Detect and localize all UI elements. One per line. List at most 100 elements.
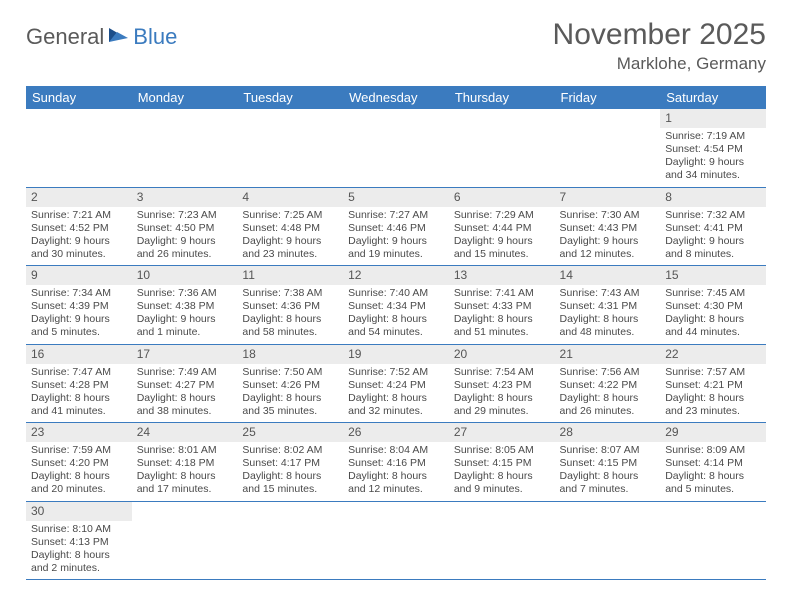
day-number: 18 <box>237 345 343 364</box>
day-number: 14 <box>555 266 661 285</box>
day-number: 7 <box>555 188 661 207</box>
day-number: 1 <box>660 109 766 128</box>
day-details: Sunrise: 7:52 AMSunset: 4:24 PMDaylight:… <box>343 364 449 423</box>
day-number: 21 <box>555 345 661 364</box>
calendar-cell: 29Sunrise: 8:09 AMSunset: 4:14 PMDayligh… <box>660 423 766 502</box>
day-details: Sunrise: 7:34 AMSunset: 4:39 PMDaylight:… <box>26 285 132 344</box>
calendar-cell <box>555 501 661 580</box>
day-details: Sunrise: 7:32 AMSunset: 4:41 PMDaylight:… <box>660 207 766 266</box>
day-number: 15 <box>660 266 766 285</box>
calendar-cell: 6Sunrise: 7:29 AMSunset: 4:44 PMDaylight… <box>449 187 555 266</box>
day-details: Sunrise: 7:36 AMSunset: 4:38 PMDaylight:… <box>132 285 238 344</box>
day-number: 24 <box>132 423 238 442</box>
day-number: 16 <box>26 345 132 364</box>
calendar-cell: 4Sunrise: 7:25 AMSunset: 4:48 PMDaylight… <box>237 187 343 266</box>
calendar-cell: 23Sunrise: 7:59 AMSunset: 4:20 PMDayligh… <box>26 423 132 502</box>
day-number: 12 <box>343 266 449 285</box>
day-number: 2 <box>26 188 132 207</box>
day-details: Sunrise: 8:07 AMSunset: 4:15 PMDaylight:… <box>555 442 661 501</box>
weekday-header: Tuesday <box>237 86 343 109</box>
day-details: Sunrise: 8:10 AMSunset: 4:13 PMDaylight:… <box>26 521 132 580</box>
calendar-cell: 30Sunrise: 8:10 AMSunset: 4:13 PMDayligh… <box>26 501 132 580</box>
calendar-cell <box>237 501 343 580</box>
day-details: Sunrise: 7:49 AMSunset: 4:27 PMDaylight:… <box>132 364 238 423</box>
day-details: Sunrise: 7:56 AMSunset: 4:22 PMDaylight:… <box>555 364 661 423</box>
day-number: 28 <box>555 423 661 442</box>
day-details: Sunrise: 7:50 AMSunset: 4:26 PMDaylight:… <box>237 364 343 423</box>
calendar-cell: 5Sunrise: 7:27 AMSunset: 4:46 PMDaylight… <box>343 187 449 266</box>
day-number: 20 <box>449 345 555 364</box>
calendar-cell <box>343 501 449 580</box>
day-details: Sunrise: 7:57 AMSunset: 4:21 PMDaylight:… <box>660 364 766 423</box>
calendar-cell: 14Sunrise: 7:43 AMSunset: 4:31 PMDayligh… <box>555 266 661 345</box>
month-title: November 2025 <box>553 18 766 52</box>
flag-icon <box>108 26 130 49</box>
day-details: Sunrise: 7:30 AMSunset: 4:43 PMDaylight:… <box>555 207 661 266</box>
calendar-cell: 17Sunrise: 7:49 AMSunset: 4:27 PMDayligh… <box>132 344 238 423</box>
day-details: Sunrise: 7:47 AMSunset: 4:28 PMDaylight:… <box>26 364 132 423</box>
day-number: 17 <box>132 345 238 364</box>
calendar-table: SundayMondayTuesdayWednesdayThursdayFrid… <box>26 86 766 580</box>
weekday-header: Saturday <box>660 86 766 109</box>
calendar-cell <box>237 109 343 187</box>
brand-logo: General Blue <box>26 24 177 50</box>
calendar-cell: 28Sunrise: 8:07 AMSunset: 4:15 PMDayligh… <box>555 423 661 502</box>
day-number: 11 <box>237 266 343 285</box>
day-number: 9 <box>26 266 132 285</box>
day-details: Sunrise: 7:41 AMSunset: 4:33 PMDaylight:… <box>449 285 555 344</box>
day-number: 10 <box>132 266 238 285</box>
day-details: Sunrise: 7:40 AMSunset: 4:34 PMDaylight:… <box>343 285 449 344</box>
day-number: 19 <box>343 345 449 364</box>
calendar-body: 1Sunrise: 7:19 AMSunset: 4:54 PMDaylight… <box>26 109 766 580</box>
calendar-cell: 15Sunrise: 7:45 AMSunset: 4:30 PMDayligh… <box>660 266 766 345</box>
day-number: 8 <box>660 188 766 207</box>
day-details: Sunrise: 7:45 AMSunset: 4:30 PMDaylight:… <box>660 285 766 344</box>
calendar-cell: 19Sunrise: 7:52 AMSunset: 4:24 PMDayligh… <box>343 344 449 423</box>
day-details: Sunrise: 7:43 AMSunset: 4:31 PMDaylight:… <box>555 285 661 344</box>
calendar-cell: 26Sunrise: 8:04 AMSunset: 4:16 PMDayligh… <box>343 423 449 502</box>
day-details: Sunrise: 7:38 AMSunset: 4:36 PMDaylight:… <box>237 285 343 344</box>
calendar-cell: 18Sunrise: 7:50 AMSunset: 4:26 PMDayligh… <box>237 344 343 423</box>
title-block: November 2025 Marklohe, Germany <box>553 18 766 74</box>
day-details: Sunrise: 7:29 AMSunset: 4:44 PMDaylight:… <box>449 207 555 266</box>
calendar-cell: 27Sunrise: 8:05 AMSunset: 4:15 PMDayligh… <box>449 423 555 502</box>
day-number: 3 <box>132 188 238 207</box>
day-details: Sunrise: 7:59 AMSunset: 4:20 PMDaylight:… <box>26 442 132 501</box>
day-number: 23 <box>26 423 132 442</box>
calendar-cell: 11Sunrise: 7:38 AMSunset: 4:36 PMDayligh… <box>237 266 343 345</box>
calendar-cell: 9Sunrise: 7:34 AMSunset: 4:39 PMDaylight… <box>26 266 132 345</box>
weekday-header: Monday <box>132 86 238 109</box>
calendar-cell <box>660 501 766 580</box>
calendar-cell: 21Sunrise: 7:56 AMSunset: 4:22 PMDayligh… <box>555 344 661 423</box>
weekday-header: Sunday <box>26 86 132 109</box>
calendar-cell: 7Sunrise: 7:30 AMSunset: 4:43 PMDaylight… <box>555 187 661 266</box>
day-details: Sunrise: 7:25 AMSunset: 4:48 PMDaylight:… <box>237 207 343 266</box>
calendar-cell <box>343 109 449 187</box>
calendar-cell: 1Sunrise: 7:19 AMSunset: 4:54 PMDaylight… <box>660 109 766 187</box>
day-details: Sunrise: 8:09 AMSunset: 4:14 PMDaylight:… <box>660 442 766 501</box>
day-details: Sunrise: 8:02 AMSunset: 4:17 PMDaylight:… <box>237 442 343 501</box>
calendar-cell <box>449 109 555 187</box>
day-number: 5 <box>343 188 449 207</box>
page-header: General Blue November 2025 Marklohe, Ger… <box>26 18 766 74</box>
calendar-cell: 16Sunrise: 7:47 AMSunset: 4:28 PMDayligh… <box>26 344 132 423</box>
calendar-cell: 25Sunrise: 8:02 AMSunset: 4:17 PMDayligh… <box>237 423 343 502</box>
day-details: Sunrise: 7:21 AMSunset: 4:52 PMDaylight:… <box>26 207 132 266</box>
calendar-cell: 13Sunrise: 7:41 AMSunset: 4:33 PMDayligh… <box>449 266 555 345</box>
day-number: 26 <box>343 423 449 442</box>
day-details: Sunrise: 8:05 AMSunset: 4:15 PMDaylight:… <box>449 442 555 501</box>
day-details: Sunrise: 7:54 AMSunset: 4:23 PMDaylight:… <box>449 364 555 423</box>
day-number: 25 <box>237 423 343 442</box>
calendar-cell: 3Sunrise: 7:23 AMSunset: 4:50 PMDaylight… <box>132 187 238 266</box>
day-number: 27 <box>449 423 555 442</box>
calendar-cell <box>132 501 238 580</box>
day-details: Sunrise: 8:01 AMSunset: 4:18 PMDaylight:… <box>132 442 238 501</box>
calendar-cell: 12Sunrise: 7:40 AMSunset: 4:34 PMDayligh… <box>343 266 449 345</box>
weekday-header: Wednesday <box>343 86 449 109</box>
brand-part1: General <box>26 24 104 50</box>
location: Marklohe, Germany <box>553 54 766 74</box>
weekday-header: Friday <box>555 86 661 109</box>
calendar-cell: 22Sunrise: 7:57 AMSunset: 4:21 PMDayligh… <box>660 344 766 423</box>
day-details: Sunrise: 8:04 AMSunset: 4:16 PMDaylight:… <box>343 442 449 501</box>
day-number: 22 <box>660 345 766 364</box>
